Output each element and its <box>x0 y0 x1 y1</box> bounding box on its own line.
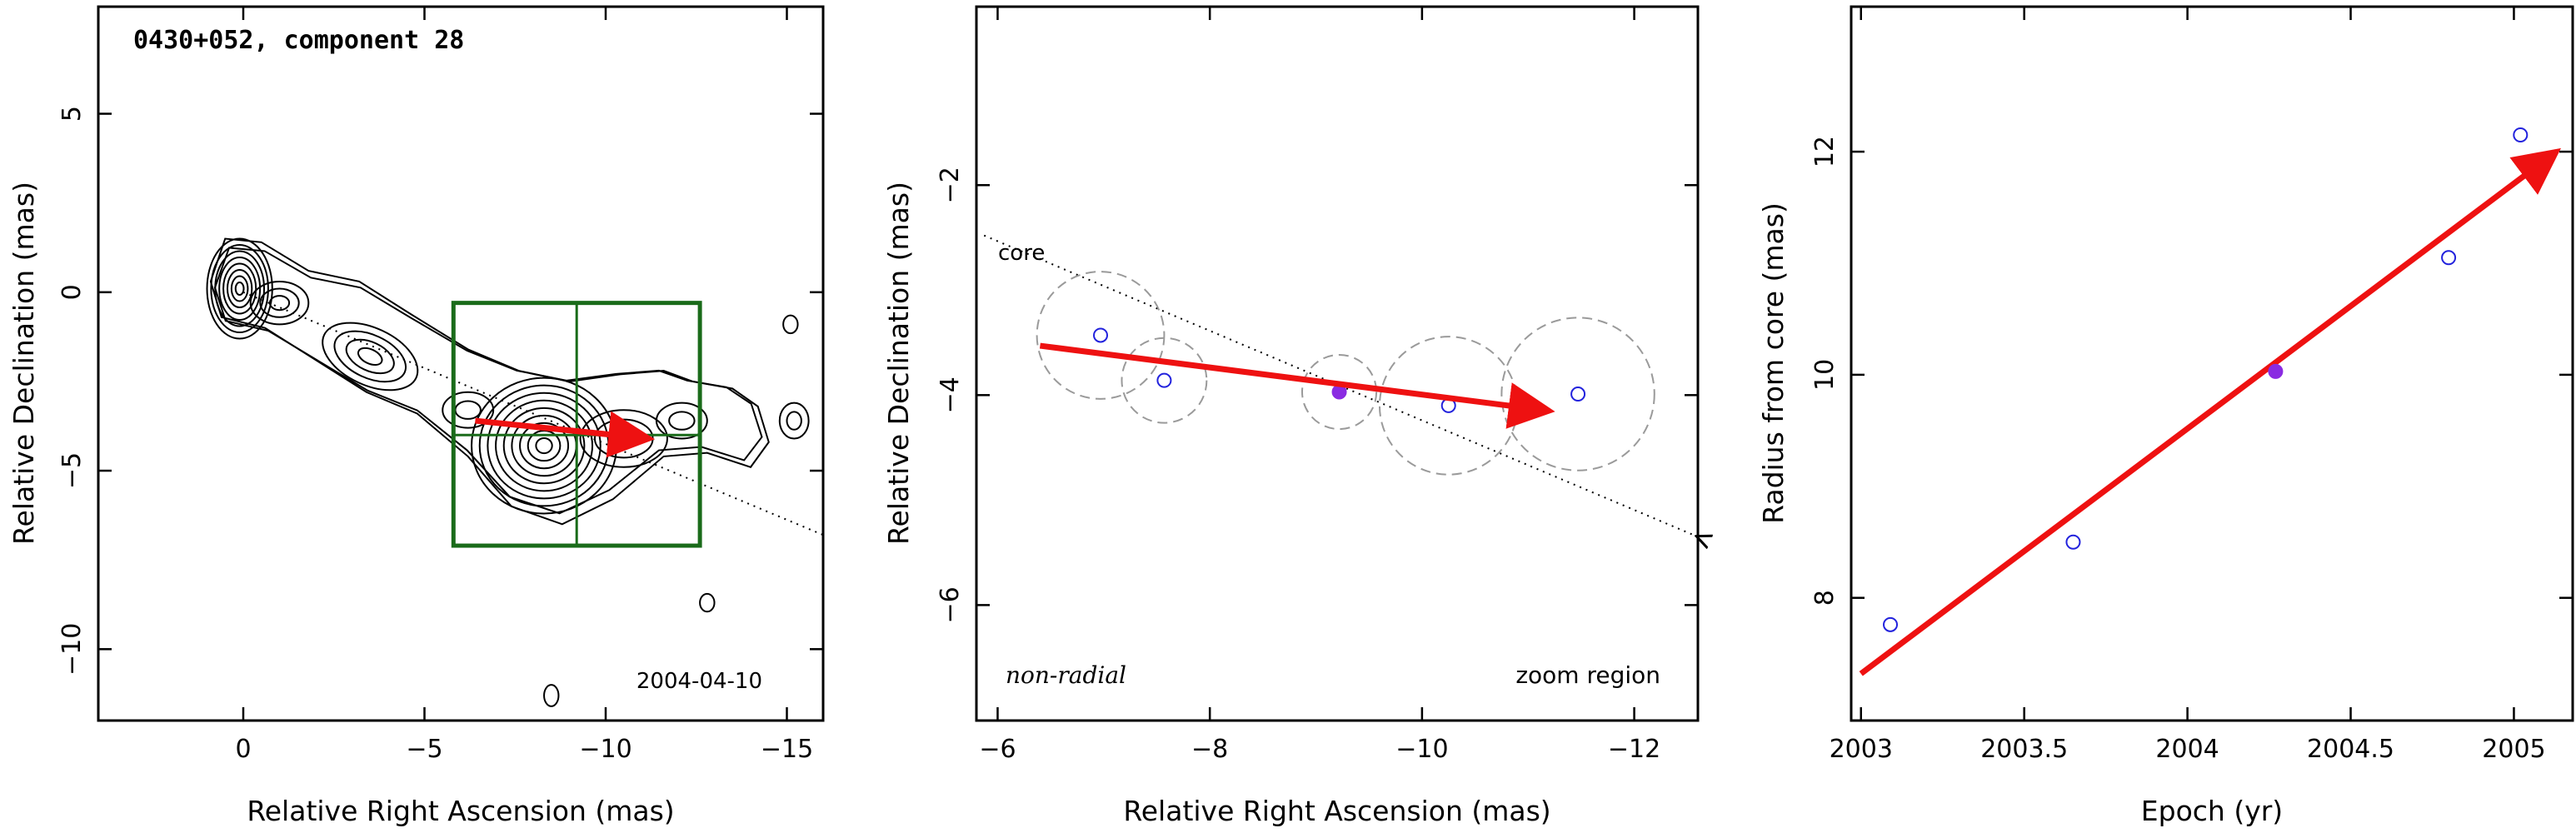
contour-line <box>322 322 419 392</box>
right-y-axis-label: Radius from core (mas) <box>1757 202 1790 524</box>
mid-y-tick-label: −6 <box>936 586 965 623</box>
mid-x-tick-label: −12 <box>1608 735 1660 764</box>
mid-y-tick-label: −2 <box>936 167 965 203</box>
radius-epoch-panel: 2003 2003.5 2004 2004.5 2005 8 10 12 Epoch (yr)… <box>1757 5 2574 827</box>
contour-line <box>454 400 482 420</box>
contour-line <box>699 592 716 613</box>
component-position-point <box>1156 372 1172 388</box>
component-position-point <box>1570 387 1586 402</box>
right-y-tick-label: 10 <box>1810 359 1840 391</box>
mid-x-tick-label: −8 <box>1191 735 1228 764</box>
zoom-panel-ticks: −6 −8 −10 −12 −2 −4 −6 <box>936 7 1698 764</box>
zoom-region-label: zoom region <box>1515 661 1660 689</box>
left-x-tick-label: 0 <box>235 735 251 764</box>
left-panel-title: 0430+052, component 28 <box>133 26 464 55</box>
contour-line <box>357 347 383 367</box>
contour-line <box>218 257 262 322</box>
epoch-label: 2004-04-10 <box>637 669 762 694</box>
right-y-tick-label: 8 <box>1810 590 1840 606</box>
jet-contours <box>206 237 810 707</box>
mid-x-tick-label: −6 <box>979 735 1016 764</box>
radius-fit-arrow <box>1859 147 2562 676</box>
contour-line <box>249 280 310 326</box>
contour-line <box>345 338 395 375</box>
contour-envelope <box>209 237 770 526</box>
radius-point <box>1883 616 1899 632</box>
left-x-tick-label: −5 <box>406 735 442 764</box>
mid-x-axis-label: Relative Right Ascension (mas) <box>1123 795 1550 827</box>
zoom-motion-arrow <box>1039 342 1555 429</box>
core-label: core <box>998 241 1045 266</box>
left-y-tick-label: −5 <box>57 452 87 489</box>
contour-line <box>786 411 802 431</box>
contour-map-frame <box>97 5 825 722</box>
contour-line <box>543 684 560 707</box>
contour-line <box>442 391 495 429</box>
contour-line <box>230 275 249 302</box>
contour-line <box>259 287 300 318</box>
right-x-tick-label: 2005 <box>2482 735 2545 764</box>
left-motion-arrow <box>475 411 656 458</box>
contour-line <box>495 399 594 492</box>
core-direction-line <box>242 291 824 536</box>
mid-x-tick-label: −10 <box>1395 735 1448 764</box>
left-x-axis-label: Relative Right Ascension (mas) <box>247 795 674 827</box>
radius-points <box>1883 127 2529 632</box>
component-size-circle <box>1036 271 1166 400</box>
radius-point <box>2513 127 2529 142</box>
contour-line <box>655 402 708 440</box>
contour-line <box>206 237 273 340</box>
contour-line <box>778 402 810 440</box>
contour-line <box>668 411 696 431</box>
contour-line <box>471 377 618 515</box>
contour-line <box>222 262 257 315</box>
left-y-tick-label: 5 <box>57 106 87 122</box>
right-x-tick-label: 2004.5 <box>2307 735 2394 764</box>
contour-line <box>268 295 291 312</box>
contour-line <box>478 384 610 507</box>
zoom-box <box>451 301 702 548</box>
radius-point <box>2441 250 2457 266</box>
zoom-panel-frame <box>975 5 1700 722</box>
right-y-tick-label: 12 <box>1810 136 1840 167</box>
right-x-axis-label: Epoch (yr) <box>2141 795 2283 827</box>
left-y-axis-label: Relative Declination (mas) <box>7 182 40 545</box>
contour-line <box>502 407 586 485</box>
zoom-panel: −6 −8 −10 −12 −2 −4 −6 core non-radial zoom re… <box>882 5 1700 827</box>
contour-line <box>535 437 553 455</box>
radius-point <box>2065 534 2081 550</box>
left-x-tick-label: −15 <box>761 735 813 764</box>
contour-line <box>226 269 253 309</box>
contour-line <box>210 244 269 334</box>
contour-line <box>519 421 570 470</box>
contour-line <box>234 282 245 297</box>
contour-line <box>487 392 602 500</box>
right-x-tick-label: 2003 <box>1830 735 1893 764</box>
radius-panel-frame <box>1850 5 2574 722</box>
component-size-circle <box>1300 353 1378 431</box>
left-x-tick-label: −10 <box>579 735 632 764</box>
component-position-point <box>1093 327 1109 343</box>
right-x-tick-label: 2003.5 <box>1980 735 2068 764</box>
contour-line <box>333 330 407 383</box>
contour-line <box>214 250 266 327</box>
non-radial-label: non-radial <box>1006 661 1126 689</box>
contour-envelope-inner <box>213 247 763 515</box>
radius-panel-ticks: 2003 2003.5 2004 2004.5 2005 8 10 12 <box>1810 7 2573 764</box>
left-y-tick-label: 0 <box>57 284 87 300</box>
left-y-tick-label: −10 <box>57 623 87 676</box>
mid-y-tick-label: −4 <box>936 377 965 413</box>
component-size-circle <box>1500 317 1655 471</box>
mid-y-axis-label: Relative Declination (mas) <box>882 182 915 545</box>
contour-line <box>782 314 799 335</box>
radius-point <box>2268 363 2284 379</box>
right-x-tick-label: 2004 <box>2155 735 2219 764</box>
core-direction-line-zoom <box>981 233 1698 536</box>
component-size-circle <box>1121 337 1208 424</box>
contour-map-ticks: 0 −5 −10 −15 5 0 −5 −10 <box>57 7 823 764</box>
contour-line <box>579 409 668 468</box>
zoom-points <box>1036 271 1655 476</box>
